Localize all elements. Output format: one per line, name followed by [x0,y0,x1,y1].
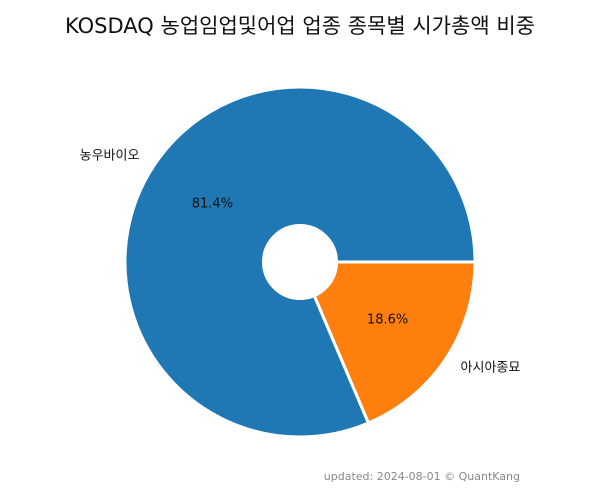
category-label-2: 아시아종묘 [461,361,521,376]
pie-labels: 81.4% 농우바이오 18.6% 아시아종묘 [80,148,521,375]
donut-hole [262,224,338,300]
pie-slice-2 [298,260,477,425]
category-label-1: 농우바이오 [80,148,140,163]
footer-note: updated: 2024-08-01 © QuantKang [323,470,520,483]
chart-title: KOSDAQ 농업임업및어업 업종 종목별 시가총액 비중 [65,14,535,38]
value-label-2: 18.6% [367,312,408,327]
value-label-1: 81.4% [192,197,233,212]
